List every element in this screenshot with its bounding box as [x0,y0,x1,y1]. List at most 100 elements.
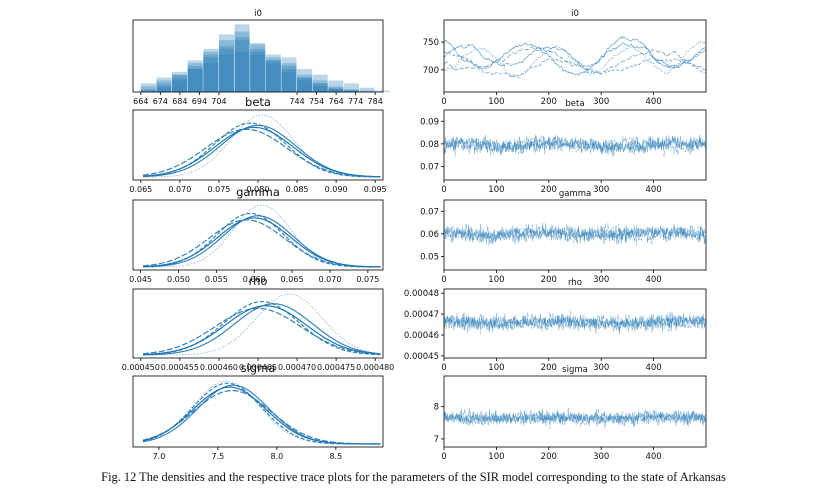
x-tick-label: 0.000460 [200,363,238,372]
histogram-bar [281,71,297,92]
x-tick-label: 0 [441,185,446,195]
x-tick-label: 300 [593,275,609,285]
trace-line [443,46,706,74]
density-frame [132,375,384,448]
x-tick-label: 200 [541,185,557,195]
histogram-bar [312,74,328,92]
histogram-bar [297,74,313,92]
density-frame [132,109,384,181]
x-tick-label: 0 [441,97,446,107]
density-curve [142,384,381,445]
x-tick-label: 0.075 [207,185,230,194]
histogram-bar [343,90,359,92]
trace-line [443,51,706,78]
y-tick-label: 0.07 [420,207,439,217]
density-curve [142,219,381,268]
panel-title: i0 [254,9,262,19]
trace-panel-gamma: gamma 0 100 200 300 400 0.05 0.06 0.07 [420,189,707,285]
histogram-bar [234,24,250,92]
x-tick-label: 100 [488,275,504,285]
x-tick-label: 744 [289,97,304,106]
x-tick-label: 0.000470 [278,363,316,372]
y-tick-label: 8 [434,403,439,413]
trace-line [443,40,706,79]
density-curve [142,303,381,356]
trace-panel-rho: rho 0 100 200 300 400 0.00045 0.00046 0.00047 0.0… [404,278,707,373]
histogram-bar [187,66,203,92]
trace-line [443,312,706,335]
x-tick-label: 0.075 [356,275,379,284]
density-curve [142,380,381,445]
x-tick-label: 300 [593,363,609,373]
histogram-bar [312,83,328,92]
histogram-bar [203,63,219,92]
x-tick-label: 0.065 [281,275,304,284]
histogram-bar [172,77,188,92]
density-curve [142,114,381,178]
trace-frame [443,288,707,359]
trace-frame [443,19,707,93]
x-tick-label: 704 [211,97,226,106]
histogram-bar [234,40,250,92]
histogram-bar [187,68,203,92]
y-tick-label: 0.08 [420,140,439,150]
panel-title: sigma [562,365,588,375]
panel-title: rho [568,278,582,288]
histogram-bar [265,63,281,92]
x-tick-label: 7.5 [212,452,225,461]
histogram-bar [328,87,344,92]
trace-panel-beta: beta 0 100 200 300 400 0.07 0.08 0.09 [420,99,707,195]
histogram-bar [359,87,375,92]
histogram-bar [265,57,281,92]
x-tick-label: 0 [441,452,446,462]
density-curve [142,217,381,268]
y-tick-label: 0.06 [420,230,439,240]
x-tick-label: 400 [645,275,661,285]
x-tick-label: 0.000465 [239,363,277,372]
x-tick-label: 100 [488,363,504,373]
x-tick-label: 8.0 [271,452,284,461]
x-tick-label: 100 [488,452,504,462]
x-tick-label: 664 [133,97,148,106]
trace-line [443,408,706,430]
histogram-bar [140,90,156,92]
x-tick-label: 0.045 [129,275,152,284]
x-tick-label: 764 [328,97,343,106]
histogram-bar [156,80,172,92]
density-panel-gamma: gamma 0.045 0.050 0.055 0.060 0.065 0.070 0.075 [129,185,384,284]
y-tick-label: 0.05 [420,252,439,262]
density-curve [142,305,381,356]
x-tick-label: 0.000480 [356,363,394,372]
x-tick-label: 0.080 [247,185,270,194]
density-curve [142,386,381,445]
trace-line [443,407,706,429]
density-curve [142,301,381,356]
x-tick-label: 200 [541,275,557,285]
histogram-bar [187,68,203,92]
x-tick-label: 774 [348,97,363,106]
trace-frame [443,109,707,181]
x-tick-label: 400 [645,97,661,107]
histogram-bar [281,68,297,92]
histogram-bar [156,77,172,92]
panel-title: sigma [241,361,276,375]
x-tick-label: 0.055 [205,275,228,284]
histogram-bar [140,86,156,92]
histogram-bar [140,89,156,92]
panel-title: gamma [559,189,591,199]
histogram-bar [297,68,313,92]
histogram-bar [328,89,344,92]
x-tick-label: 8.5 [329,452,342,461]
trace-frame [443,199,707,271]
y-tick-label: 0.09 [420,117,439,127]
figure-caption: Fig. 12 The densities and the respective… [101,470,726,484]
histogram-bar [328,80,344,92]
histogram-bar [218,40,234,92]
histogram-bar [250,43,266,92]
histogram-bar [172,80,188,92]
y-tick-label: 0.07 [420,162,439,172]
histogram-bar [172,74,188,92]
histogram-bar [297,77,313,92]
x-tick-label: 0.000450 [122,363,160,372]
x-tick-label: 0 [441,363,446,373]
